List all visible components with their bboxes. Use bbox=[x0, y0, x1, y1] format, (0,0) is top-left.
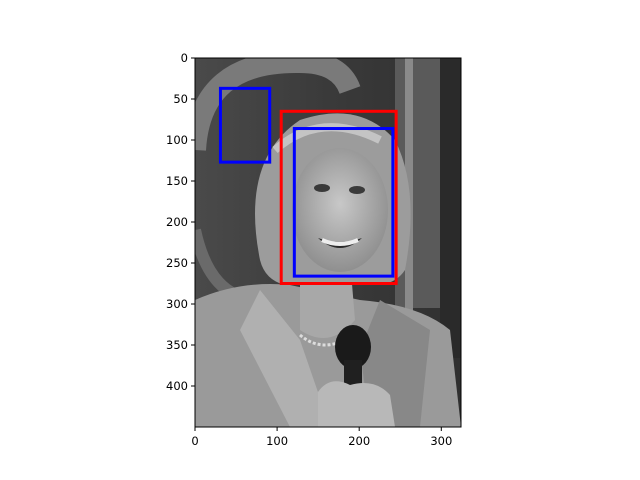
bounding-box-2 bbox=[279, 109, 398, 285]
y-tick-label: 300 bbox=[166, 297, 188, 311]
y-tick-label: 400 bbox=[166, 379, 188, 393]
y-tick-label: 150 bbox=[166, 174, 188, 188]
y-tick-label: 100 bbox=[166, 133, 188, 147]
x-tick-label: 300 bbox=[430, 434, 452, 448]
bounding-box-3 bbox=[292, 127, 395, 278]
y-tick-label: 250 bbox=[166, 256, 188, 270]
y-tick-label: 50 bbox=[173, 92, 188, 106]
x-tick-label: 200 bbox=[348, 434, 370, 448]
detection-boxes bbox=[218, 86, 398, 285]
bounding-box-1 bbox=[218, 86, 272, 164]
y-tick-label: 350 bbox=[166, 338, 188, 352]
y-tick-label: 0 bbox=[181, 51, 188, 65]
photo-image bbox=[195, 58, 461, 427]
x-tick-label: 0 bbox=[191, 434, 198, 448]
x-tick-label: 100 bbox=[266, 434, 288, 448]
axis-ticks: 0 100 200 300 0 50 100 150 200 250 300 350 400 bbox=[166, 51, 452, 448]
y-tick-label: 200 bbox=[166, 215, 188, 229]
axes-frame bbox=[194, 57, 462, 428]
